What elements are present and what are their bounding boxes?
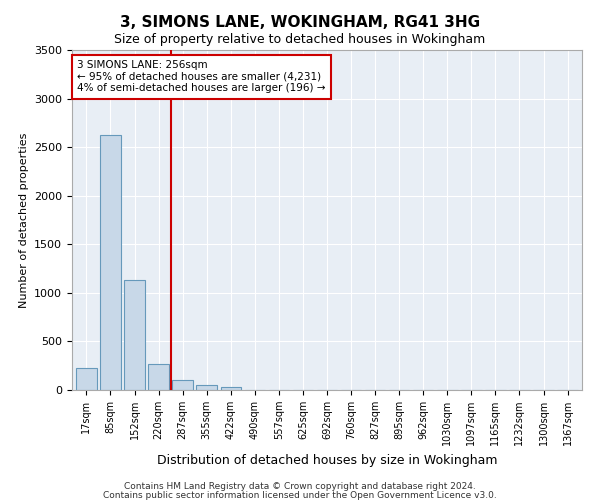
Text: Contains HM Land Registry data © Crown copyright and database right 2024.: Contains HM Land Registry data © Crown c… <box>124 482 476 491</box>
Bar <box>172 380 193 390</box>
X-axis label: Distribution of detached houses by size in Wokingham: Distribution of detached houses by size … <box>157 454 497 466</box>
Bar <box>196 385 217 390</box>
Text: 3, SIMONS LANE, WOKINGHAM, RG41 3HG: 3, SIMONS LANE, WOKINGHAM, RG41 3HG <box>120 15 480 30</box>
Text: 3 SIMONS LANE: 256sqm
← 95% of detached houses are smaller (4,231)
4% of semi-de: 3 SIMONS LANE: 256sqm ← 95% of detached … <box>77 60 326 94</box>
Bar <box>100 134 121 390</box>
Text: Size of property relative to detached houses in Wokingham: Size of property relative to detached ho… <box>115 32 485 46</box>
Text: Contains public sector information licensed under the Open Government Licence v3: Contains public sector information licen… <box>103 490 497 500</box>
Bar <box>148 364 169 390</box>
Bar <box>221 387 241 390</box>
Bar <box>124 280 145 390</box>
Y-axis label: Number of detached properties: Number of detached properties <box>19 132 29 308</box>
Bar <box>76 368 97 390</box>
